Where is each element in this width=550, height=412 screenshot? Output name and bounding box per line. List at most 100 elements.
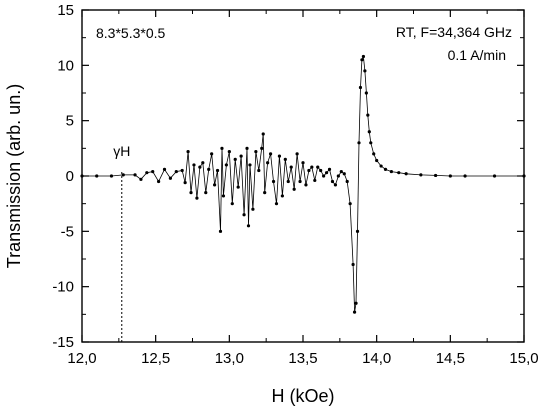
data-point <box>492 174 497 178</box>
sample-size-annotation: 8.3*5.3*0.5 <box>96 25 165 41</box>
x-tick-label: 13,0 <box>215 350 244 367</box>
data-point <box>307 168 311 173</box>
y-tick-label: 10 <box>57 57 74 74</box>
data-point <box>313 178 317 183</box>
data-point <box>319 168 323 173</box>
data-point <box>419 173 423 177</box>
data-point <box>375 158 379 163</box>
data-point <box>434 173 438 178</box>
data-point <box>295 152 299 156</box>
data-point <box>339 169 343 174</box>
data-point <box>183 181 187 185</box>
data-point <box>274 202 279 206</box>
data-point <box>189 191 193 195</box>
x-axis: 12,0 12,5 13,0 13,5 14,0 14,5 15,0 <box>67 10 539 367</box>
data-point <box>236 185 240 189</box>
data-point <box>162 167 167 171</box>
data-point <box>195 196 199 200</box>
data-point <box>330 179 335 184</box>
data-point <box>109 174 114 178</box>
data-point <box>354 301 358 305</box>
data-point <box>301 161 305 165</box>
data-point <box>352 310 357 314</box>
data-point <box>145 171 149 175</box>
data-point <box>389 169 393 174</box>
x-tick-label: 14,5 <box>436 350 465 367</box>
data-point <box>221 194 226 198</box>
data-point <box>357 141 361 145</box>
data-point <box>351 262 355 267</box>
data-point <box>233 157 237 161</box>
y-tick-label: -15 <box>52 334 74 351</box>
rate-annotation: 0.1 A/min <box>448 47 506 63</box>
data-point <box>151 169 155 174</box>
data-point <box>364 91 368 95</box>
x-tick-label: 14,0 <box>362 350 391 367</box>
data-point <box>333 183 338 187</box>
data-point <box>204 191 208 195</box>
data-point <box>322 174 326 178</box>
data-point <box>266 161 270 165</box>
data-point <box>198 165 202 169</box>
data-point <box>327 167 332 171</box>
data-point <box>215 168 220 173</box>
data-point <box>263 191 267 195</box>
data-point <box>245 146 249 150</box>
data-point <box>379 164 383 168</box>
data-point <box>186 150 190 154</box>
data-point <box>201 161 205 165</box>
data-point <box>254 150 258 154</box>
y-tick-label: 5 <box>66 113 74 130</box>
data-point <box>180 168 184 173</box>
data-point <box>283 157 287 161</box>
data-point <box>355 229 360 233</box>
data-point <box>268 152 273 156</box>
data-point <box>95 174 99 178</box>
y-tick-label: -5 <box>61 223 74 240</box>
data-point <box>289 165 293 169</box>
data-point <box>383 167 388 171</box>
data-point <box>448 174 452 178</box>
data-point <box>224 163 228 167</box>
data-point <box>397 171 401 175</box>
data-point <box>220 146 224 150</box>
y-axis: -15 -10 -5 0 5 10 15 <box>52 2 524 351</box>
data-point <box>139 177 143 181</box>
data-point <box>242 213 246 217</box>
data-point <box>192 163 196 167</box>
data-point <box>361 54 366 59</box>
data-point <box>286 179 290 184</box>
data-point <box>310 165 314 169</box>
data-point <box>316 165 320 169</box>
data-point <box>168 176 172 180</box>
y-tick-label: 0 <box>66 168 74 185</box>
data-point <box>207 167 211 171</box>
series-line <box>82 54 524 313</box>
x-tick-label: 12,0 <box>67 350 96 367</box>
data-point <box>246 224 251 228</box>
data-point <box>348 202 352 206</box>
data-point <box>230 202 234 206</box>
data-point <box>280 194 284 198</box>
data-point <box>227 150 231 154</box>
data-point <box>345 179 349 184</box>
data-point <box>213 183 217 187</box>
data-point <box>239 154 243 158</box>
x-tick-label: 15,0 <box>509 350 538 367</box>
data-point <box>218 229 223 233</box>
data-point <box>260 146 264 150</box>
data-point <box>336 174 340 178</box>
data-point <box>366 113 370 117</box>
gamma-h-label: γH <box>113 143 130 159</box>
data-point <box>363 69 367 73</box>
data-point <box>257 168 261 173</box>
data-point <box>367 130 371 134</box>
data-point <box>372 152 376 156</box>
data-point <box>157 179 161 184</box>
data-point <box>271 179 276 184</box>
data-point <box>360 58 364 62</box>
series-path <box>82 54 524 313</box>
data-point <box>404 172 408 176</box>
y-tick-label: 15 <box>57 2 74 19</box>
